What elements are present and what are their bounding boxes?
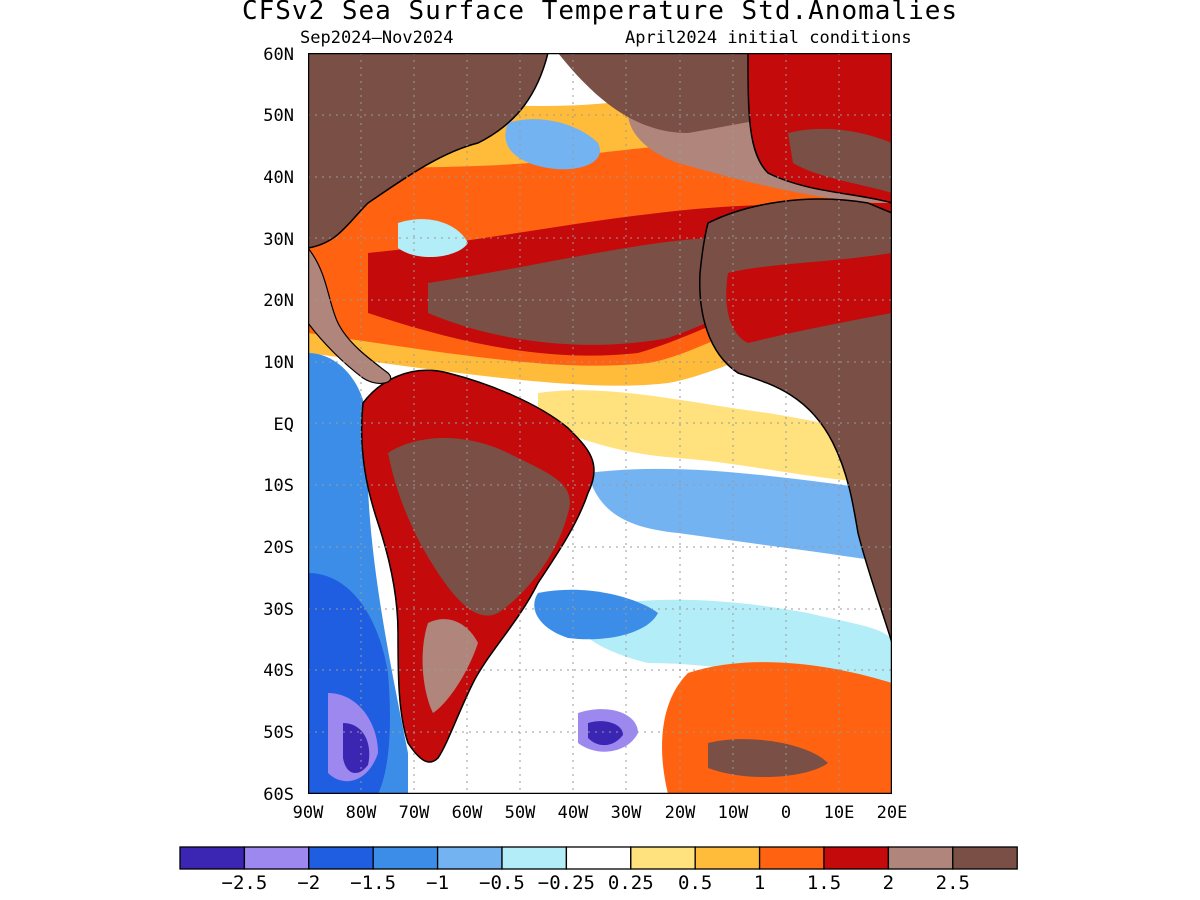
lon-label-90w: 90W <box>292 803 324 823</box>
colorbar-swatch-5 <box>436 846 503 870</box>
lat-label-30s: 30S <box>263 600 294 620</box>
graticule <box>308 53 892 794</box>
lon-label-60w: 60W <box>451 803 483 823</box>
colorbar-swatch-13 <box>952 846 1018 870</box>
colorbar-label: 1 <box>753 872 766 894</box>
colorbar-swatch-2 <box>243 846 310 870</box>
lon-label-80w: 80W <box>345 803 377 823</box>
colorbar-swatch-7 <box>565 846 632 870</box>
colorbar-label: 2 <box>882 872 895 894</box>
lon-label-0: 0 <box>780 803 792 823</box>
equatorial-warm-band <box>538 390 892 483</box>
lat-label-20n: 20N <box>263 291 294 311</box>
lat-label-60n: 60N <box>263 45 294 65</box>
lon-label-10w: 10W <box>717 803 749 823</box>
lat-label-40n: 40N <box>263 168 294 188</box>
lat-label-50n: 50N <box>263 106 294 126</box>
colorbar-label: 1.5 <box>806 872 842 894</box>
colorbar-label: 0.5 <box>678 872 713 894</box>
lat-label-10s: 10S <box>263 476 294 496</box>
colorbar-swatch-9 <box>694 846 761 870</box>
lon-label-50w: 50W <box>504 803 536 823</box>
chart-title: CFSv2 Sea Surface Temperature Std.Anomal… <box>241 0 959 26</box>
colorbar-label: −2.5 <box>221 872 268 894</box>
lon-label-30w: 30W <box>610 803 642 823</box>
lon-label-20w: 20W <box>664 803 696 823</box>
south-atlantic-cool-core <box>534 589 658 640</box>
central-america-land <box>308 247 392 385</box>
sst-anomaly-map <box>308 53 892 794</box>
lon-label-10e: 10E <box>823 803 855 823</box>
europe-interior <box>788 128 892 193</box>
lat-label-eq: EQ <box>273 415 294 435</box>
colorbar-swatch-10 <box>758 846 825 870</box>
africa-interior-warm <box>726 253 892 343</box>
colorbar-swatch-1 <box>179 846 246 870</box>
lat-label-60s: 60S <box>263 785 294 805</box>
southern-extreme-patch <box>708 739 828 778</box>
colorbar-swatch-4 <box>372 846 439 870</box>
colorbar-label: 2.5 <box>935 872 970 894</box>
lon-label-20e: 20E <box>876 803 908 823</box>
initial-conditions: April2024 initial conditions <box>625 28 912 48</box>
forecast-period: Sep2024–Nov2024 <box>300 28 454 48</box>
lat-label-10n: 10N <box>263 353 294 373</box>
lat-label-50s: 50S <box>263 723 294 743</box>
colorbar-label: 0.25 <box>607 872 654 894</box>
north-atlantic-cool-patch <box>505 119 600 170</box>
south-america-interior <box>388 438 570 616</box>
north-america-land <box>308 53 549 249</box>
colorbar-swatch-3 <box>308 846 374 870</box>
lat-label-30n: 30N <box>263 230 294 250</box>
colorbar-swatch-12 <box>887 846 954 870</box>
colorbar-label: −2 <box>297 872 321 894</box>
lat-label-20s: 20S <box>263 538 294 558</box>
lat-label-40s: 40S <box>263 661 294 681</box>
colorbar-swatch-8 <box>630 846 696 870</box>
gulf-stream-cool-patch <box>398 219 468 258</box>
colorbar-swatch-6 <box>501 846 568 870</box>
lon-label-70w: 70W <box>398 803 430 823</box>
map-frame <box>308 53 892 794</box>
east-pacific-strongest-cool <box>343 723 370 774</box>
lon-label-40w: 40W <box>557 803 589 823</box>
colorbar <box>179 846 1018 870</box>
colorbar-label: −1 <box>426 872 450 894</box>
south-america-southern-cone <box>422 619 478 713</box>
colorbar-label: −1.5 <box>350 872 397 894</box>
colorbar-label: −0.25 <box>537 872 595 894</box>
south-atlantic-strongest-cool <box>588 721 623 746</box>
south-atlantic-cool-band <box>588 468 892 563</box>
colorbar-swatch-11 <box>823 846 890 870</box>
colorbar-label: −0.5 <box>479 872 525 894</box>
africa-land <box>699 198 892 794</box>
